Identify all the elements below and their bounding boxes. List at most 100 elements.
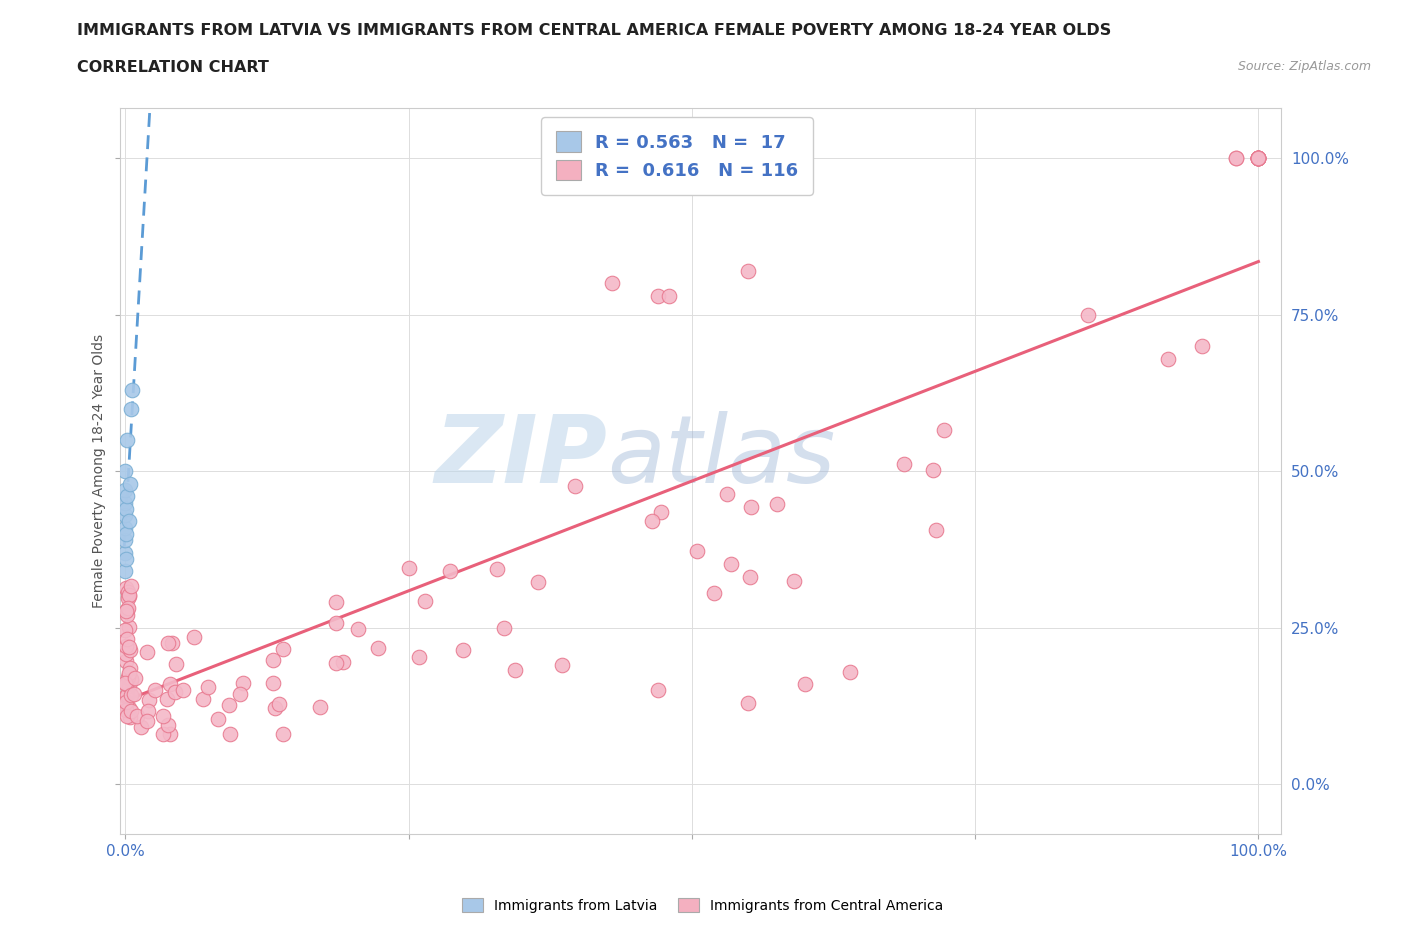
Point [115,607,138,622]
Point [367,641,389,656]
Point [114,675,136,690]
Point [118,643,141,658]
Point [117,665,139,680]
Point [641,513,664,528]
Point [114,623,136,638]
Point [413,593,436,608]
Point [136,713,159,728]
Point [1247,151,1270,166]
Point [232,675,254,690]
Point [1247,151,1270,166]
Point [716,487,738,502]
Text: Source: ZipAtlas.com: Source: ZipAtlas.com [1237,60,1371,73]
Point [136,703,159,718]
Point [269,697,291,711]
Point [114,483,136,498]
Point [114,646,136,661]
Text: atlas: atlas [607,411,835,502]
Point [120,687,142,702]
Point [120,401,142,416]
Point [503,662,526,677]
Point [1247,151,1270,166]
Point [207,711,229,726]
Point [118,587,141,602]
Point [152,727,174,742]
Point [115,551,138,566]
Point [114,520,136,535]
Point [273,727,295,742]
Point [115,677,138,692]
Point [117,670,139,684]
Point [118,701,141,716]
Point [117,620,139,635]
Point [650,504,672,519]
Point [152,709,174,724]
Point [219,727,242,742]
Point [262,653,284,668]
Point [115,695,138,710]
Point [191,691,214,706]
Point [346,621,368,636]
Point [135,644,157,659]
Point [783,573,806,588]
Point [114,604,136,618]
Point [159,727,181,742]
Point [922,462,945,477]
Point [114,495,136,510]
Point [129,720,152,735]
Point [766,497,789,512]
Point [1247,151,1270,166]
Point [925,522,948,537]
Point [197,680,219,695]
Legend: R = 0.563   N =  17, R =  0.616   N = 116: R = 0.563 N = 17, R = 0.616 N = 116 [541,117,813,195]
Point [1247,151,1270,166]
Point [115,501,138,516]
Point [737,263,759,278]
Point [893,457,915,472]
Text: ZIP: ZIP [434,411,607,503]
Point [157,718,180,733]
Point [165,657,187,671]
Point [115,654,138,669]
Point [564,479,586,494]
Point [115,698,138,712]
Point [117,585,139,600]
Point [398,561,420,576]
Point [486,562,509,577]
Point [115,580,138,595]
Point [738,570,761,585]
Point [117,591,139,606]
Point [159,677,181,692]
Point [156,692,179,707]
Point [118,660,141,675]
Point [115,526,138,541]
Point [163,684,186,699]
Point [262,676,284,691]
Text: CORRELATION CHART: CORRELATION CHART [77,60,269,75]
Point [143,683,166,698]
Point [325,656,347,671]
Point [183,630,205,644]
Point [332,654,354,669]
Point [122,687,145,702]
Point [602,276,624,291]
Point [740,499,762,514]
Point [114,533,136,548]
Point [551,658,574,672]
Point [647,683,669,698]
Point [124,671,146,685]
Point [117,603,139,618]
Point [720,557,742,572]
Point [494,620,516,635]
Point [686,543,709,558]
Point [1247,151,1270,166]
Text: IMMIGRANTS FROM LATVIA VS IMMIGRANTS FROM CENTRAL AMERICA FEMALE POVERTY AMONG 1: IMMIGRANTS FROM LATVIA VS IMMIGRANTS FRO… [77,23,1112,38]
Point [218,698,240,712]
Point [408,649,430,664]
Point [117,708,139,723]
Point [451,643,474,658]
Point [115,689,138,704]
Point [117,640,139,655]
Y-axis label: Female Poverty Among 18-24 Year Olds: Female Poverty Among 18-24 Year Olds [93,334,107,608]
Point [1247,151,1270,166]
